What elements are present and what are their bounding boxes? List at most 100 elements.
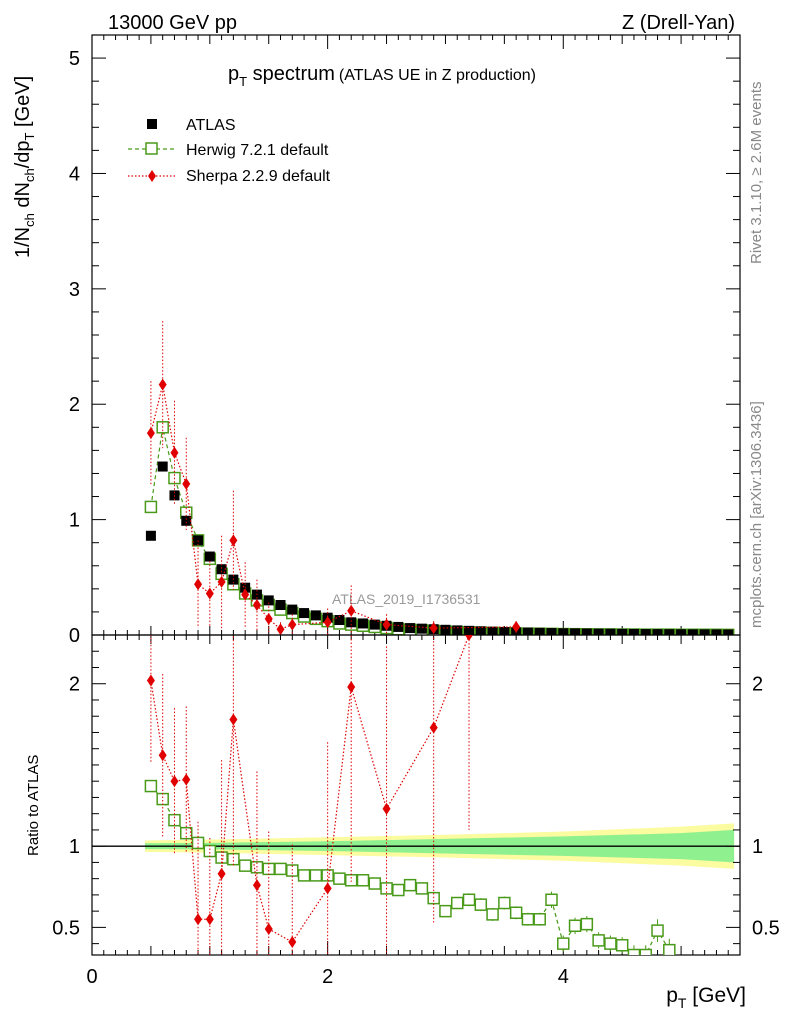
data-point-atlas [346,617,357,628]
data-point-herwig [439,904,452,918]
y-tick-label: 1 [69,510,80,532]
ratio-y-tick-label: 0.5 [52,917,80,939]
data-point-herwig [392,883,405,897]
data-point-sherpa [205,587,214,600]
data-point-sherpa [429,721,438,734]
ratio-y-tick-label: 2 [69,674,80,696]
data-point-atlas [475,626,486,635]
data-point-herwig [262,862,275,876]
data-point-atlas [181,515,192,526]
data-point-atlas [440,624,451,635]
data-point-atlas [593,628,604,635]
data-point-herwig [403,878,417,892]
data-point-atlas [334,615,345,625]
data-point-sherpa [170,775,179,788]
data-point-herwig [156,792,169,806]
data-point-atlas [263,595,274,606]
legend-sherpa-label: Sherpa 2.2.9 default [186,168,331,185]
data-point-sherpa [512,620,521,633]
ratio-y-tick-label-right: 1 [752,836,763,858]
data-point-atlas [357,618,368,629]
data-point-atlas [699,629,710,635]
data-point-herwig [604,937,617,950]
data-point-herwig [144,779,158,793]
data-point-sherpa [429,622,438,635]
y-tick-label: 0 [69,625,80,647]
data-point-herwig [521,913,535,926]
data-point-herwig [203,844,217,858]
data-point-sherpa [146,674,155,687]
x-tick-label: 4 [558,966,569,988]
ratio-panel: 0 2 4 0.5 0.5 1 1 2 2 [52,634,780,988]
data-point-atlas [452,625,463,635]
data-point-atlas [487,626,498,635]
data-point-sherpa [241,588,250,601]
data-point-sherpa [264,923,273,936]
data-point-herwig [486,908,499,921]
data-point-herwig [356,874,370,887]
y-tick-label: 3 [69,279,80,301]
data-point-atlas [145,530,156,541]
data-point-sherpa [276,623,285,635]
data-point-atlas [499,627,510,635]
data-point-atlas [299,608,310,619]
mcplots-note: mcplots.cern.ch [arXiv:1306.3436] [748,401,765,628]
data-point-atlas [310,610,321,621]
y-axis-ratio-label: Ratio to ATLAS [25,755,42,856]
data-point-atlas [581,628,592,635]
data-point-herwig [509,906,523,920]
legend: ATLAS Herwig 7.2.1 default Sherpa 2.2.9 … [128,117,331,185]
data-point-herwig [568,919,582,933]
main-data [144,321,735,635]
data-point-atlas [664,629,675,635]
data-point-herwig [415,882,429,895]
header-right: Z (Drell-Yan) [622,12,735,34]
data-point-herwig [580,917,594,931]
y-tick-label: 4 [69,163,80,185]
legend-sherpa-marker [148,170,156,182]
data-point-atlas [605,628,616,635]
data-point-atlas [711,629,722,635]
data-point-atlas [464,625,475,635]
data-point-atlas [640,629,651,635]
data-point-sherpa [229,713,238,726]
data-point-atlas [204,551,215,562]
data-point-atlas [628,628,639,635]
data-point-atlas [546,628,557,635]
data-point-sherpa [194,578,203,591]
data-point-sherpa [382,618,391,631]
data-point-sherpa [347,680,356,693]
data-point-sherpa [158,378,167,391]
data-point-atlas [405,623,416,634]
data-point-sherpa [146,427,155,440]
main-panel: 0 1 2 3 4 5 [69,34,741,647]
data-point-sherpa [264,612,273,625]
data-point-herwig [368,877,382,890]
data-point-sherpa [288,936,297,949]
series-line-sherpa [150,635,470,943]
data-point-herwig [627,948,641,955]
data-point-herwig [297,869,311,882]
data-point-atlas [570,628,581,635]
data-point-atlas [558,628,569,635]
ratio-data [144,635,676,955]
legend-herwig-marker [145,142,158,155]
data-point-sherpa [158,749,167,762]
legend-atlas-marker [147,119,157,129]
data-point-herwig [533,913,546,926]
data-point-sherpa [170,446,179,459]
data-point-herwig [639,948,652,955]
ratio-y-tick-label-right: 2 [752,674,763,696]
data-point-sherpa [217,867,226,880]
x-axis-label: pT [GeV] [666,984,746,1011]
data-point-sherpa [229,534,238,547]
x-tick-label: 0 [86,966,97,988]
data-point-sherpa [217,575,226,588]
data-point-herwig [274,862,287,876]
data-point-herwig [474,898,488,911]
ratio-y-tick-label-right: 0.5 [752,917,780,939]
data-point-atlas [687,629,698,635]
data-point-atlas [617,628,628,635]
header-left: 13000 GeV pp [108,12,237,34]
data-point-sherpa [252,879,261,892]
